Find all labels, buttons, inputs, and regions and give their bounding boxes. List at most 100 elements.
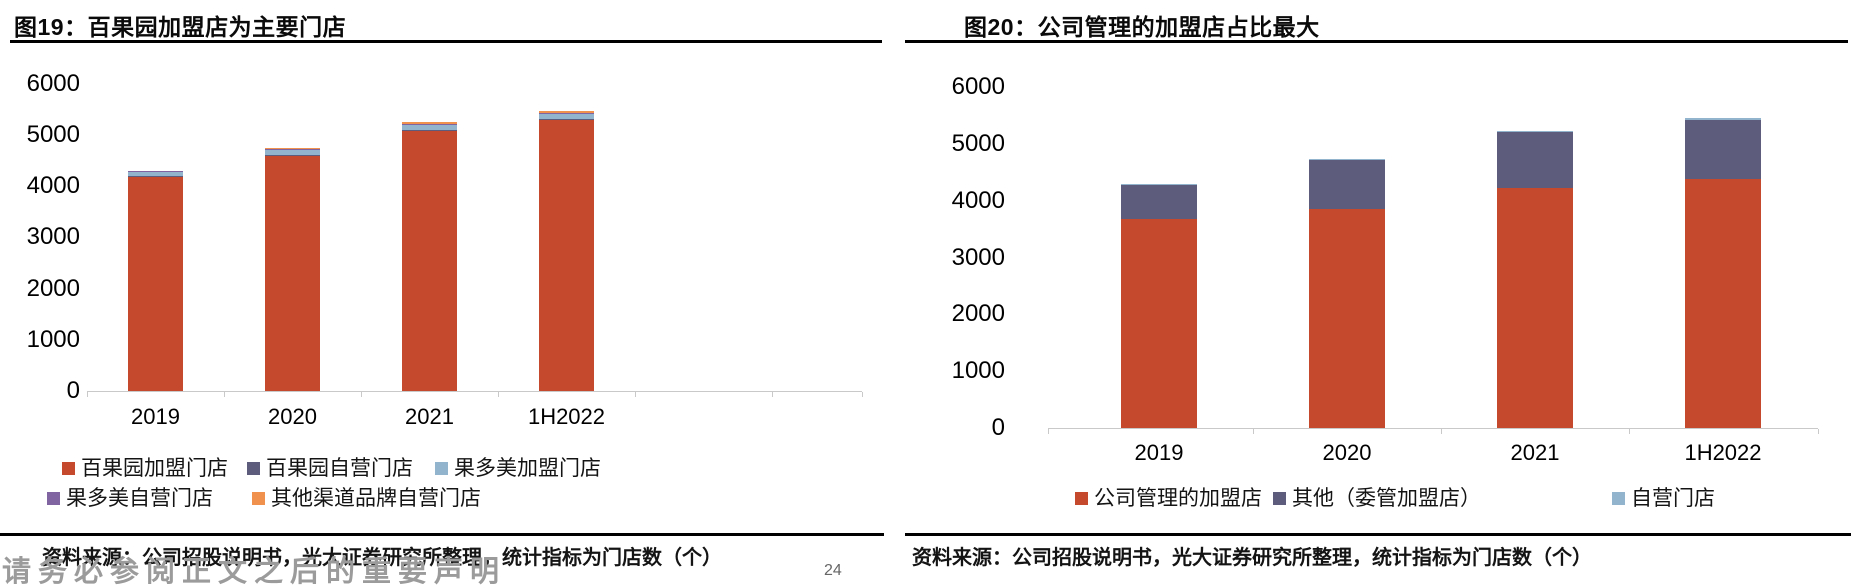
figure19-bottom-rule (0, 533, 884, 536)
fig19-bar-segment-series1 (265, 154, 320, 156)
fig19-bar-segment-series2 (402, 125, 457, 131)
fig20-x-axis (1048, 428, 1818, 429)
fig19-x-axis-tick (772, 392, 773, 397)
fig19-x-category-label: 1H2022 (527, 404, 606, 429)
fig20-bar-segment-series2 (1685, 118, 1761, 121)
figure20-title: 图20：公司管理的加盟店占比最大 (964, 14, 1320, 40)
fig20-bar-segment-series1 (1121, 185, 1197, 219)
fig19-x-category-label: 2020 (268, 404, 317, 429)
fig19-bar-segment-series1 (402, 130, 457, 132)
fig19-x-axis (87, 391, 862, 392)
fig19-legend-label: 百果园加盟门店 (81, 457, 228, 480)
fig19-bar-segment-series3 (128, 171, 183, 173)
fig20-bar-segment-series2 (1497, 130, 1573, 133)
fig20-bar-segment-series1 (1309, 160, 1385, 210)
fig19-bar-segment-series4 (265, 147, 320, 150)
fig20-x-category-label: 2019 (1134, 440, 1184, 465)
fig19-bar-segment-series4 (402, 122, 457, 125)
fig19-legend-swatch (47, 492, 60, 505)
figure19-source-note: 资料来源：公司招股说明书，光大证券研究所整理，统计指标为门店数（个） (42, 547, 722, 569)
footer-disclaimer-watermark: 请务必参阅正文之后的重要声明 (2, 556, 507, 588)
fig19-x-axis-tick (361, 392, 362, 397)
fig20-bar-segment-series1 (1685, 120, 1761, 180)
fig20-bar-segment-series0 (1497, 188, 1573, 428)
figure19-title: 图19：百果园加盟店为主要门店 (14, 14, 347, 40)
charts-layer: 0 1000 2000 3000 4000 5000 6000 2019 2020 2021 1H2… (26, 69, 1819, 510)
fig19-x-axis-tick (498, 392, 499, 397)
fig19-y-tick-label: 3000 (26, 223, 80, 251)
fig19-legend-swatch (435, 462, 448, 475)
fig20-x-axis-tick (1441, 429, 1442, 434)
fig19-x-category-label: 2019 (131, 404, 180, 429)
figure20-source-note: 资料来源：公司招股说明书，光大证券研究所整理，统计指标为门店数（个） (912, 547, 1592, 569)
fig19-y-tick-label: 4000 (26, 172, 80, 200)
fig20-x-axis-tick (1818, 429, 1819, 434)
fig19-legend-label: 果多美加盟门店 (454, 457, 601, 480)
fig20-y-tick-label: 2000 (951, 300, 1005, 328)
fig20-y-tick-label: 0 (991, 414, 1005, 441)
figure19-title-underline (10, 40, 882, 43)
fig20-bar-2020 (1309, 159, 1385, 428)
fig19-legend-swatch (252, 492, 265, 505)
fig20-bar-segment-series0 (1121, 218, 1197, 428)
fig20-y-tick-label: 4000 (951, 186, 1005, 214)
fig20-x-axis-tick (1253, 429, 1254, 434)
fig19-y-tick-label: 0 (66, 377, 80, 404)
fig19-y-tick-label: 2000 (26, 274, 80, 302)
fig20-y-tick-label: 6000 (951, 73, 1005, 101)
fig20-x-axis-tick (1048, 429, 1049, 434)
fig20-x-category-label: 1H2022 (1684, 440, 1762, 465)
fig19-legend-swatch (62, 462, 75, 475)
fig19-bar-segment-series3 (539, 112, 594, 114)
fig19-bar-2020 (265, 147, 320, 391)
fig20-legend-swatch (1612, 492, 1625, 505)
fig20-x-category-label: 2020 (1322, 440, 1372, 465)
fig19-bar-segment-series0 (128, 176, 183, 391)
fig19-x-axis-tick (224, 392, 225, 397)
fig20-legend-label: 自营门店 (1631, 487, 1715, 510)
fig20-y-tick-label: 5000 (951, 130, 1005, 157)
fig20-y-tick-label: 1000 (951, 357, 1005, 385)
fig19-y-tick-label: 6000 (26, 69, 80, 97)
fig20-bar-segment-series0 (1309, 209, 1385, 428)
fig20-bar-2021 (1497, 130, 1573, 428)
fig19-bar-segment-series3 (402, 124, 457, 126)
fig19-bar-segment-series0 (539, 119, 594, 391)
fig19-y-tick-label: 1000 (26, 325, 80, 353)
fig19-bar-segment-series2 (539, 113, 594, 119)
fig20-legend-label: 其他（委管加盟店） (1292, 487, 1481, 510)
fig20-bar-segment-series1 (1497, 132, 1573, 189)
fig19-bar-segment-series2 (128, 172, 183, 176)
fig19-x-axis-tick (87, 392, 88, 397)
fig20-bar-segment-series2 (1121, 184, 1197, 186)
fig19-bar-1H2022 (539, 110, 594, 391)
fig19-bar-segment-series1 (128, 175, 183, 177)
fig19-bar-segment-series1 (539, 118, 594, 120)
fig19-x-axis-tick (635, 392, 636, 397)
fig19-legend-swatch (247, 462, 260, 475)
fig20-bar-1H2022 (1685, 118, 1761, 428)
fig20-legend-swatch (1075, 492, 1088, 505)
fig20-legend-label: 公司管理的加盟店 (1094, 487, 1262, 510)
fig19-legend-label: 其他渠道品牌自营门店 (271, 487, 481, 510)
fig20-x-category-label: 2021 (1510, 440, 1560, 465)
fig19-bar-2021 (402, 122, 457, 391)
fig20-legend-swatch (1273, 492, 1286, 505)
fig19-x-axis-tick (862, 392, 863, 397)
fig19-y-tick-label: 5000 (26, 121, 80, 148)
fig19-bar-segment-series2 (265, 150, 320, 155)
fig20-y-tick-label: 3000 (951, 243, 1005, 271)
fig19-legend-label: 百果园自营门店 (266, 457, 413, 480)
fig20-bar-segment-series2 (1309, 159, 1385, 161)
fig19-x-category-label: 2021 (405, 404, 454, 429)
page-number: 24 (824, 562, 842, 579)
fig19-bar-segment-series0 (265, 155, 320, 391)
fig19-legend-label: 果多美自营门店 (66, 487, 213, 510)
figure20-title-underline (905, 40, 1848, 43)
fig19-bar-segment-series3 (265, 149, 320, 151)
figure20-bottom-rule (905, 533, 1851, 536)
fig19-bar-2019 (128, 171, 183, 391)
fig19-bar-segment-series0 (402, 131, 457, 391)
fig20-x-axis-tick (1629, 429, 1630, 434)
fig19-bar-segment-series4 (539, 110, 594, 113)
